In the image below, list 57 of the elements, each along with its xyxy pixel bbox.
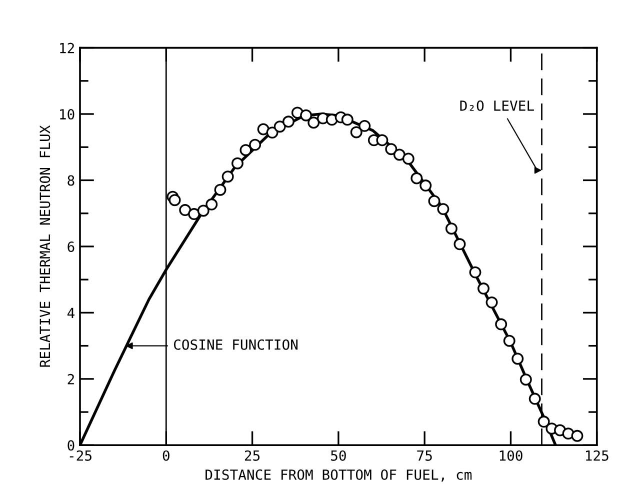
point	[300, 109, 312, 122]
point	[385, 143, 398, 156]
y-tick-label: 6	[68, 241, 74, 252]
point	[469, 266, 482, 278]
point	[538, 416, 550, 428]
x-tick-label: 0	[162, 450, 170, 461]
point	[214, 184, 226, 196]
point	[376, 134, 388, 146]
point	[240, 144, 252, 156]
point	[168, 194, 181, 206]
x-tick-label: 25	[244, 450, 260, 461]
ref-line-label: D₂O LEVEL	[460, 100, 534, 111]
y-tick-label: 12	[60, 42, 74, 54]
point	[266, 126, 278, 139]
point	[562, 428, 574, 440]
point	[410, 172, 423, 184]
point	[222, 170, 234, 183]
point	[503, 334, 516, 347]
point	[512, 352, 524, 365]
point	[454, 238, 466, 250]
y-tick-label: 2	[68, 374, 74, 384]
point	[179, 204, 192, 216]
point	[341, 114, 354, 126]
point	[478, 282, 490, 295]
point	[520, 374, 532, 386]
point	[274, 120, 286, 133]
point	[249, 138, 262, 151]
point	[528, 392, 541, 405]
x-tick-label: 100	[500, 450, 522, 461]
point	[358, 120, 371, 132]
x-tick-label: -25	[70, 450, 92, 461]
point	[231, 157, 244, 170]
y-tick-label: 8	[68, 175, 74, 186]
point	[428, 195, 440, 208]
point	[571, 430, 584, 442]
point	[445, 222, 458, 235]
point	[402, 152, 414, 165]
x-tick-label: 50	[331, 450, 346, 461]
point	[495, 318, 508, 330]
point	[420, 180, 432, 192]
point	[437, 203, 450, 216]
annotation: COSINE FUNCTION	[174, 339, 298, 350]
point	[308, 116, 320, 129]
x-axis-title: DISTANCE FROM BOTTOM OF FUEL, cm	[206, 469, 472, 482]
point	[206, 198, 218, 210]
point	[486, 296, 498, 308]
point	[282, 116, 294, 128]
y-tick-label: 4	[67, 308, 74, 318]
x-tick-label: 75	[417, 450, 432, 461]
y-axis-title: RELATIVE THERMAL NEUTRON FLUX	[40, 125, 50, 367]
y-tick-label: 10	[60, 109, 74, 120]
x-tick-label: 125	[586, 450, 608, 461]
y-tick-label: 0	[68, 440, 74, 451]
point	[350, 126, 362, 138]
point	[257, 123, 270, 136]
point	[197, 204, 210, 217]
point	[393, 148, 406, 161]
